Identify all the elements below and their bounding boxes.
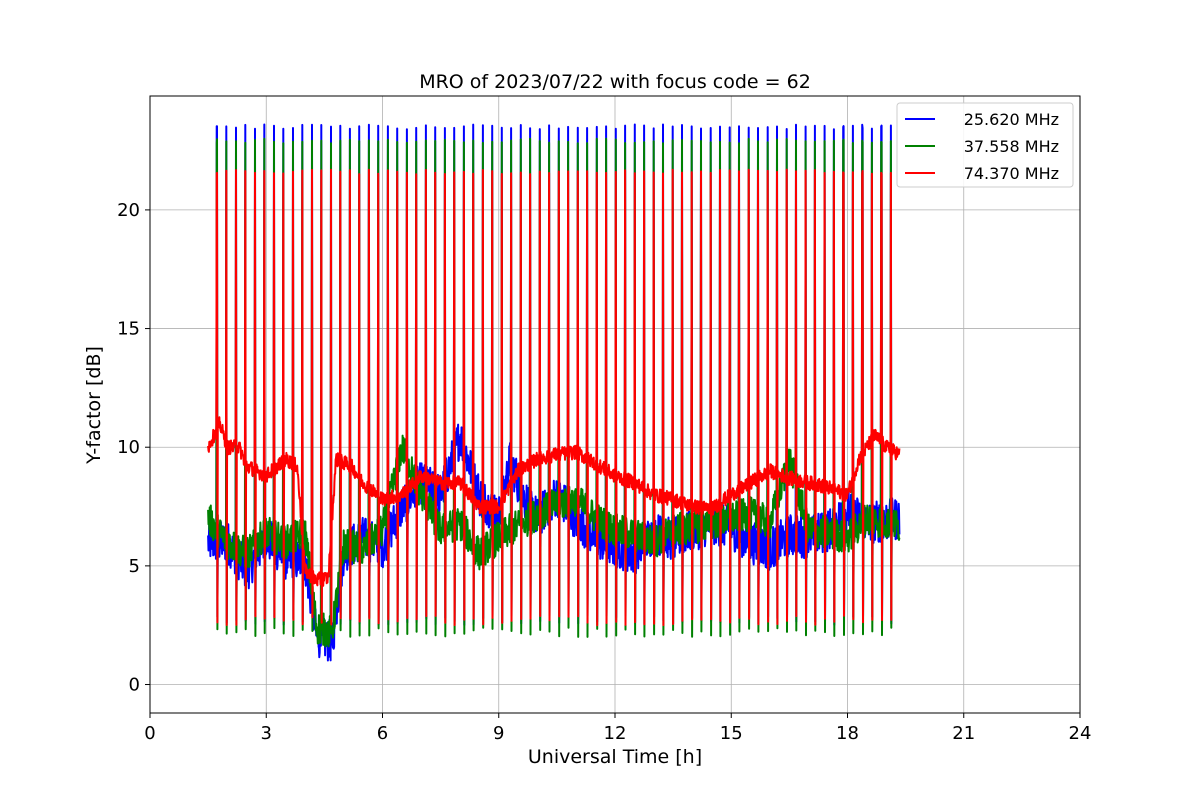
x-tick-label: 9 [493, 723, 504, 744]
y-axis-label: Y-factor [dB] [83, 346, 105, 465]
x-tick-label: 3 [261, 723, 272, 744]
x-tick-label: 24 [1069, 723, 1092, 744]
y-tick-label: 20 [117, 200, 140, 221]
x-tick-label: 12 [604, 723, 627, 744]
chart-title: MRO of 2023/07/22 with focus code = 62 [419, 71, 811, 93]
legend-label: 37.558 MHz [964, 137, 1059, 156]
x-tick-label: 6 [377, 723, 388, 744]
y-tick-label: 5 [129, 556, 140, 577]
axis-ticks: 0 3 6 9 12 15 18 21 24 0 5 10 15 20 [117, 200, 1091, 744]
x-tick-label: 21 [952, 723, 975, 744]
x-tick-label: 0 [144, 723, 155, 744]
y-tick-label: 0 [129, 675, 140, 696]
y-tick-label: 10 [117, 437, 140, 458]
x-axis-label: Universal Time [h] [528, 746, 702, 768]
series-layer [207, 123, 901, 662]
legend-label: 25.620 MHz [964, 110, 1059, 129]
legend-label: 74.370 MHz [964, 164, 1059, 183]
legend-box [896, 102, 1074, 188]
series-line-3 [207, 168, 901, 627]
y-tick-label: 15 [117, 319, 140, 340]
legend: 25.620 MHz 37.558 MHz 74.370 MHz [896, 102, 1074, 188]
x-tick-label: 18 [836, 723, 859, 744]
x-tick-label: 15 [720, 723, 743, 744]
